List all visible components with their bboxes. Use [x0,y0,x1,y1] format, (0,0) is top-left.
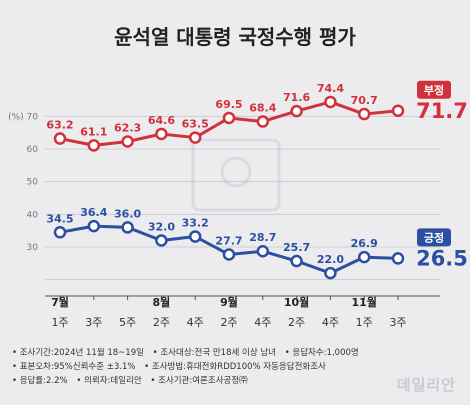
data-point [357,250,371,264]
y-tick-label: 50 [27,178,39,188]
data-label: 69.5 [215,98,242,111]
data-label: 32.0 [148,220,175,233]
data-label: 74.4 [317,82,344,95]
data-point [87,219,101,233]
y-tick-label: 60 [27,145,39,155]
x-tick-week: 3주 [389,316,406,329]
data-point [87,139,101,152]
notes-row-2: • 표본오차:95%신뢰수준 ±3.1% • 조사방법:휴대전화RDD100% … [12,360,372,374]
data-label-final: 26.5 [416,246,468,270]
watermark-emblem [191,138,281,212]
note-margin: • 표본오차:95%신뢰수준 ±3.1% [12,362,136,372]
data-point [357,107,371,121]
x-tick-week: 2주 [220,316,237,329]
data-label: 36.4 [80,206,107,219]
data-label: 61.1 [80,125,107,138]
x-tick-week: 4주 [322,316,339,329]
note-response-rate: • 응답률:2.2% [12,376,68,386]
data-label-final: 71.7 [416,99,468,123]
data-point [188,230,202,243]
data-point [290,104,303,118]
data-label: 63.2 [46,119,73,132]
x-tick-month: 10월 [284,295,309,309]
data-point [188,131,202,144]
y-tick-label: (%) 70 [8,112,38,122]
legend-label: 부정 [424,83,444,97]
note-client: • 의뢰자:데일리안 [76,376,142,386]
data-point [121,135,134,148]
chart-svg: 윤석열 대통령 국정수행 평가 30 40 50 60 (%) 70 7월 1주 3주 5주 8월 2… [8,25,468,329]
data-label: 70.7 [351,94,378,107]
data-point [256,115,270,128]
emblem-frame [191,138,281,212]
x-tick-week: 5주 [119,316,136,329]
x-tick-month: 11월 [351,295,376,309]
data-point [324,266,337,280]
data-point [155,127,168,141]
data-label: 28.7 [249,231,276,244]
chart-title: 윤석열 대통령 국정수행 평가 [114,25,356,49]
data-label: 34.5 [46,212,73,225]
brand-logo: 데일리안 [396,376,456,394]
data-label: 63.5 [182,118,209,131]
data-label: 36.0 [114,207,141,220]
x-tick-month: 9월 [220,295,238,309]
data-point [53,226,67,239]
data-point [53,132,67,145]
data-point [222,248,236,261]
data-point [324,95,337,109]
x-tick-month: 8월 [153,295,171,309]
x-tick-week: 1주 [51,316,68,329]
data-point [121,221,134,234]
note-period: • 조사기간:2024년 11월 18~19일 [12,348,144,358]
x-tick-month: 7월 [51,295,69,309]
note-target: • 조사대상:전국 만18세 이상 남녀 [152,348,276,358]
notes-row-3: • 응답률:2.2% • 의뢰자:데일리안 • 조사기관:여론조사공정㈜ [12,374,372,388]
data-label: 71.6 [283,91,310,104]
data-label: 62.3 [114,121,141,134]
x-tick-week: 2주 [153,316,170,329]
emblem-circle [220,156,252,188]
legend-label: 긍정 [424,230,444,244]
y-tick-label: 40 [27,210,39,220]
data-label: 26.9 [351,237,378,250]
legend-badge [417,228,451,247]
x-tick-week: 4주 [187,316,204,329]
data-label: 68.4 [249,102,276,115]
y-tick-label: 30 [27,243,39,253]
legend-badge [417,80,451,99]
note-agency: • 조사기관:여론조사공정㈜ [150,376,248,386]
data-point [256,244,270,258]
data-label: 33.2 [182,217,209,230]
note-method: • 조사방법:휴대전화RDD100% 자동응답전화조사 [144,362,326,372]
note-respondents: • 응답자수:1,000명 [284,348,359,358]
data-label: 25.7 [283,241,310,254]
survey-notes: • 조사기간:2024년 11월 18~19일 • 조사대상:전국 만18세 이… [12,346,372,388]
data-label: 64.6 [148,114,175,127]
data-point [155,234,168,247]
x-tick-week: 1주 [356,316,373,329]
data-point [391,104,405,118]
x-tick-week: 3주 [85,316,102,329]
data-point [222,111,236,125]
notes-row-1: • 조사기간:2024년 11월 18~19일 • 조사대상:전국 만18세 이… [12,346,372,360]
data-point [290,254,303,268]
data-point [391,252,405,265]
data-label: 22.0 [317,253,344,266]
x-tick-week: 2주 [288,316,305,329]
data-label: 27.7 [215,235,242,248]
x-tick-week: 4주 [254,316,271,329]
